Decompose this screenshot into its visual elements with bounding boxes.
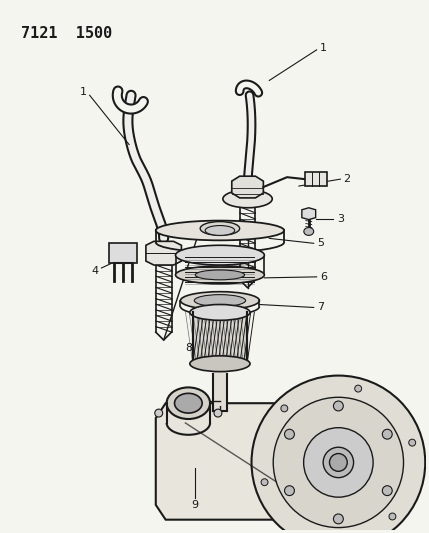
Ellipse shape: [205, 225, 235, 236]
Ellipse shape: [284, 486, 294, 496]
Text: 4: 4: [91, 266, 98, 276]
Ellipse shape: [175, 266, 264, 284]
Ellipse shape: [355, 385, 362, 392]
Text: 8: 8: [185, 343, 192, 353]
Ellipse shape: [281, 405, 288, 412]
Ellipse shape: [329, 454, 347, 471]
Polygon shape: [156, 403, 329, 520]
Ellipse shape: [175, 245, 264, 265]
Text: 2: 2: [343, 174, 350, 184]
Ellipse shape: [304, 228, 314, 236]
Ellipse shape: [382, 429, 392, 439]
Polygon shape: [146, 241, 181, 265]
Text: 3: 3: [337, 214, 344, 224]
Ellipse shape: [190, 304, 250, 320]
Bar: [109, 243, 137, 263]
Ellipse shape: [200, 222, 240, 236]
Ellipse shape: [194, 295, 245, 306]
Ellipse shape: [251, 376, 425, 533]
Ellipse shape: [261, 479, 268, 486]
Ellipse shape: [284, 429, 294, 439]
Ellipse shape: [333, 514, 343, 524]
Ellipse shape: [166, 387, 210, 419]
Polygon shape: [302, 208, 316, 220]
Ellipse shape: [195, 270, 245, 280]
Text: 7: 7: [317, 302, 324, 312]
Ellipse shape: [190, 356, 250, 372]
Ellipse shape: [382, 486, 392, 496]
Text: 5: 5: [317, 238, 324, 248]
Bar: [193, 312, 247, 364]
Ellipse shape: [223, 190, 272, 208]
Ellipse shape: [304, 427, 373, 497]
Ellipse shape: [181, 292, 260, 310]
Text: 7121  1500: 7121 1500: [21, 26, 112, 41]
Bar: [305, 172, 326, 186]
Bar: [213, 372, 227, 411]
Text: 6: 6: [320, 272, 327, 282]
Ellipse shape: [333, 401, 343, 411]
Ellipse shape: [409, 439, 416, 446]
Ellipse shape: [273, 397, 404, 528]
Ellipse shape: [156, 221, 284, 240]
Ellipse shape: [389, 513, 396, 520]
Ellipse shape: [175, 393, 202, 413]
Text: 9: 9: [192, 500, 199, 510]
Ellipse shape: [214, 409, 222, 417]
Text: 1: 1: [80, 87, 87, 98]
Ellipse shape: [155, 409, 163, 417]
Text: 1: 1: [320, 43, 327, 53]
Polygon shape: [232, 176, 263, 198]
Ellipse shape: [323, 447, 353, 478]
